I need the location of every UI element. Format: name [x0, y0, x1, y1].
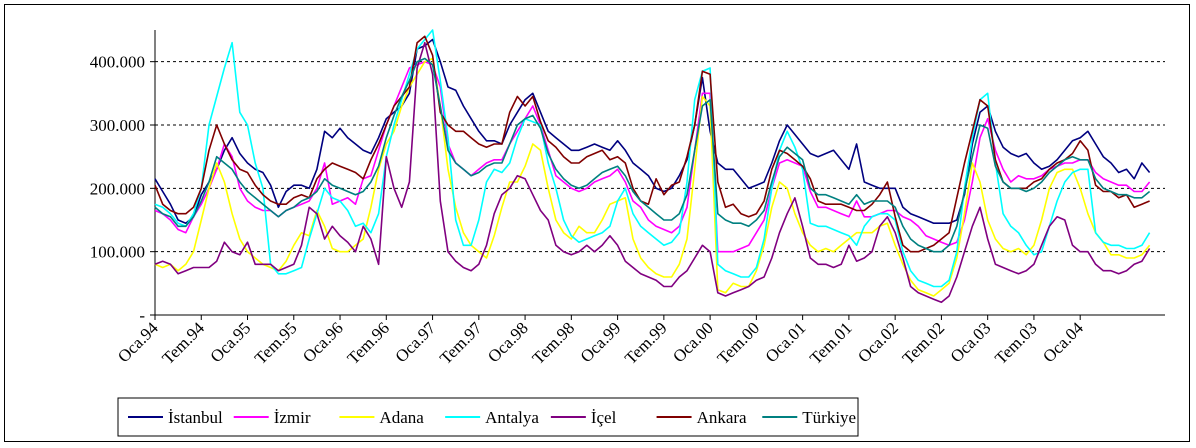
y-tick-label: - [139, 306, 145, 325]
x-tick-label: Oca.02 [854, 318, 902, 366]
x-tick-label: Tem.94 [158, 318, 208, 368]
legend-label: İstanbul [168, 408, 223, 427]
legend-label: Antalya [485, 408, 539, 427]
x-tick-label: Tem.95 [251, 318, 301, 368]
legend-label: Ankara [697, 408, 747, 427]
y-axis-ticks: - 100.000 200.000 300.000 400.000 [90, 53, 155, 325]
series-line [154, 38, 1151, 224]
legend-label: İzmir [274, 408, 311, 427]
x-tick-label: Oca.00 [669, 318, 717, 366]
chart-frame [4, 4, 1190, 442]
axes [154, 30, 1165, 316]
x-tick-label: Tem.97 [436, 318, 486, 368]
x-tick-label: Oca.97 [392, 318, 440, 366]
legend-label: Türkiye [802, 408, 856, 427]
x-tick-label: Tem.03 [991, 318, 1041, 368]
x-tick-label: Tem.02 [899, 318, 949, 368]
x-tick-label: Tem.96 [343, 318, 393, 368]
x-tick-label: Oca.03 [947, 318, 995, 366]
x-tick-label: Oca.94 [114, 318, 162, 366]
x-tick-label: Oca.04 [1039, 318, 1087, 366]
y-tick-label: 200.000 [90, 179, 145, 198]
x-tick-label: Oca.95 [207, 318, 255, 366]
x-tick-label: Tem.01 [806, 318, 856, 368]
x-tick-label: Tem.98 [529, 318, 579, 368]
legend-label: Adana [379, 408, 424, 427]
x-tick-label: Oca.01 [762, 318, 810, 366]
legend: İstanbul İzmir Adana Antalya İçel Ankara Türki… [117, 397, 859, 437]
legend-label: İçel [591, 408, 617, 427]
series-line [154, 60, 1151, 253]
x-tick-label: Oca.98 [484, 318, 532, 366]
x-tick-label: Tem.00 [714, 318, 764, 368]
series-line [154, 57, 1151, 253]
series-line [154, 57, 1151, 297]
series-line [154, 41, 1151, 304]
y-tick-label: 400.000 [90, 53, 145, 72]
y-tick-label: 100.000 [90, 243, 145, 262]
series-line [154, 29, 1151, 288]
x-tick-label: Oca.96 [299, 318, 347, 366]
series-line [154, 35, 1150, 253]
y-tick-label: 300.000 [90, 116, 145, 135]
series-lines [154, 29, 1151, 304]
x-tick-label: Oca.99 [577, 318, 625, 366]
x-tick-label: Tem.99 [621, 318, 671, 368]
x-axis-ticks: Oca.94Tem.94Oca.95Tem.95Oca.96Tem.96Oca.… [114, 315, 1087, 368]
